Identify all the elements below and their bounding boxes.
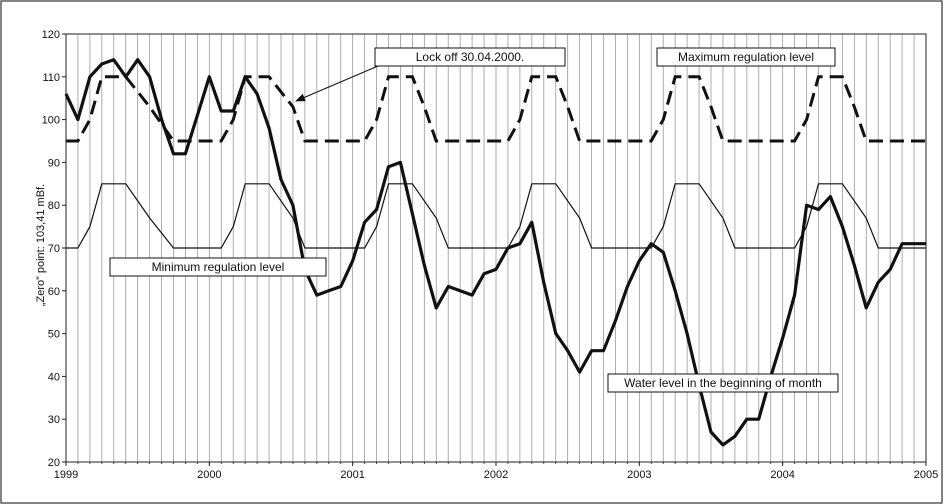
annotation-box <box>607 373 839 393</box>
lock-off-arrow <box>295 65 379 102</box>
y-tick-label: 110 <box>42 72 60 84</box>
x-tick-label: 2002 <box>484 469 508 481</box>
x-tick-label: 2004 <box>770 469 794 481</box>
series-line-thick <box>64 58 926 447</box>
annotation-box <box>374 47 566 67</box>
y-tick-label: 30 <box>48 414 60 426</box>
annotation-min: Minimum regulation level <box>109 257 327 277</box>
annotation-max: Maximum regulation level <box>656 47 836 67</box>
y-tick-label: 90 <box>48 157 60 169</box>
y-tick-label: 120 <box>42 29 60 41</box>
y-tick-label: 50 <box>48 329 60 341</box>
annotation-text: Minimum regulation level <box>152 260 285 274</box>
annotation-text: Water level in the beginning of month <box>624 376 822 390</box>
y-tick-label: 70 <box>48 243 60 255</box>
x-tick-label: 2000 <box>197 469 221 481</box>
annotation-box <box>109 257 327 277</box>
axes: 1999 2000 2001 2002 2003 2004 2005 20 30 40 50 60 70… <box>42 29 939 481</box>
x-tick-label: 1999 <box>54 469 78 481</box>
x-tick-label: 2005 <box>914 469 938 481</box>
annotation-lock: Lock off 30.04.2000. <box>374 47 566 67</box>
series-line-thin <box>66 183 926 249</box>
y-tick-label: 100 <box>42 115 60 127</box>
annotation-text: Maximum regulation level <box>678 50 814 64</box>
y-axis-label: „Zero” point: 103,41 mBf. <box>35 184 47 306</box>
y-tick-label: 80 <box>48 200 60 212</box>
y-tick-label: 20 <box>48 457 60 469</box>
y-tick-label: 40 <box>48 371 60 383</box>
annotations: Lock off 30.04.2000. Maximum regulation l… <box>109 47 839 393</box>
annotation-box <box>656 47 836 67</box>
x-tick-label: 2001 <box>340 469 364 481</box>
x-tick-label: 2003 <box>627 469 651 481</box>
annotation-water: Water level in the beginning of month <box>607 373 839 393</box>
annotation-text: Lock off 30.04.2000. <box>416 50 525 64</box>
series-layer <box>64 58 926 447</box>
y-tick-label: 60 <box>48 286 60 298</box>
